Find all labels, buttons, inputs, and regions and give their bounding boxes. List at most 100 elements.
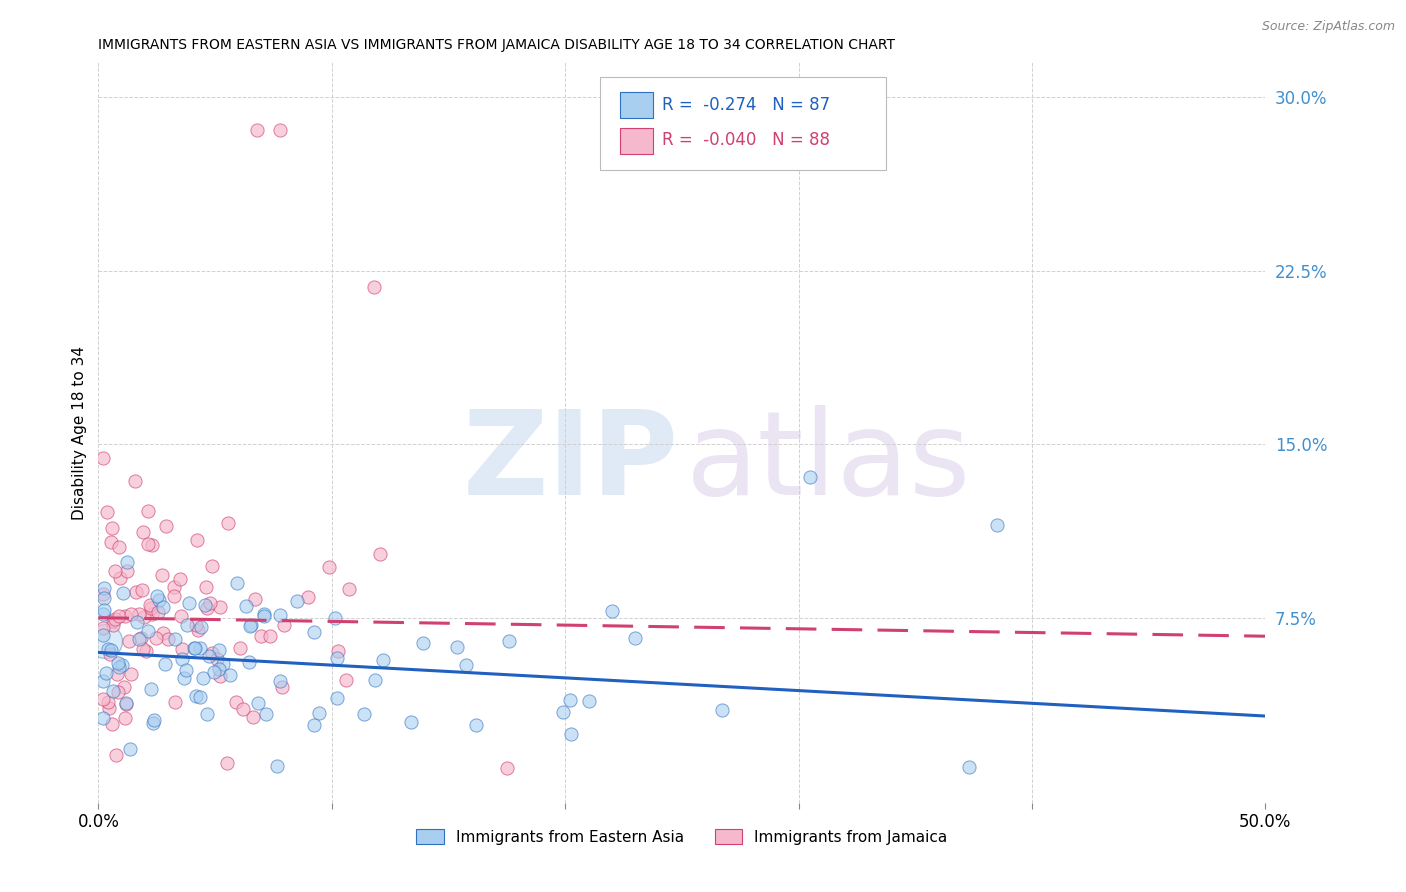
Point <box>195 600 218 615</box>
Point <box>957 760 980 774</box>
Point <box>195 707 218 722</box>
Point <box>326 690 349 705</box>
Point <box>128 607 150 621</box>
Point <box>201 646 224 660</box>
Point <box>107 685 129 699</box>
Point <box>107 656 129 670</box>
Point <box>269 674 291 689</box>
Point <box>91 711 114 725</box>
Point <box>170 609 193 624</box>
Point <box>209 669 232 683</box>
Point <box>91 450 114 465</box>
Point <box>101 521 124 535</box>
Legend: Immigrants from Eastern Asia, Immigrants from Jamaica: Immigrants from Eastern Asia, Immigrants… <box>411 822 953 851</box>
Point <box>96 505 118 519</box>
Text: ZIP: ZIP <box>463 405 679 520</box>
Point <box>238 655 260 669</box>
Point <box>190 620 212 634</box>
Point <box>250 629 273 643</box>
Text: R =  -0.274   N = 87: R = -0.274 N = 87 <box>662 95 830 113</box>
Point <box>91 621 114 635</box>
Point <box>170 642 193 657</box>
Point <box>114 696 136 710</box>
Point <box>208 662 231 676</box>
Point <box>187 623 209 637</box>
Point <box>129 632 152 646</box>
Point <box>169 573 191 587</box>
Point <box>209 600 232 615</box>
Point <box>163 580 186 594</box>
Point <box>124 474 146 488</box>
Point <box>101 684 124 698</box>
FancyBboxPatch shape <box>600 78 886 169</box>
Point <box>711 703 734 717</box>
Point <box>132 610 155 624</box>
Point <box>173 672 195 686</box>
Point <box>132 524 155 539</box>
Point <box>456 657 478 672</box>
Point <box>401 714 423 729</box>
Point <box>105 748 128 763</box>
Point <box>271 680 294 694</box>
Point <box>104 612 127 626</box>
Point <box>108 540 131 554</box>
Point <box>239 617 262 632</box>
Point <box>188 641 211 656</box>
Point <box>191 671 214 685</box>
Point <box>600 604 623 618</box>
Point <box>212 657 235 672</box>
Point <box>239 618 262 632</box>
Point <box>117 633 139 648</box>
Point <box>142 716 165 731</box>
Point <box>176 618 198 632</box>
Point <box>152 626 174 640</box>
Point <box>323 611 346 625</box>
Point <box>139 601 162 615</box>
Point <box>114 608 136 623</box>
Point <box>498 633 520 648</box>
Point <box>93 581 115 595</box>
Point <box>101 717 124 731</box>
Point <box>115 697 138 711</box>
Point <box>170 652 193 666</box>
Point <box>464 718 486 732</box>
Point <box>217 516 239 531</box>
Point <box>120 741 142 756</box>
Point <box>242 710 264 724</box>
Text: Source: ZipAtlas.com: Source: ZipAtlas.com <box>1261 20 1395 33</box>
Point <box>98 648 121 662</box>
Point <box>91 607 114 621</box>
Point <box>326 644 349 658</box>
Point <box>218 667 240 681</box>
Y-axis label: Disability Age 18 to 34: Disability Age 18 to 34 <box>72 345 87 520</box>
Point <box>560 726 582 740</box>
Point <box>368 547 391 561</box>
Point <box>297 590 319 604</box>
Point <box>148 593 170 607</box>
Point <box>254 706 277 721</box>
Point <box>551 705 574 719</box>
Point <box>285 594 308 608</box>
Point <box>97 695 120 709</box>
Point <box>141 681 163 696</box>
Point <box>269 122 291 136</box>
Point <box>104 564 127 578</box>
Point <box>183 641 205 656</box>
Point <box>112 680 135 694</box>
Point <box>146 606 169 620</box>
Point <box>318 560 340 574</box>
Point <box>100 535 122 549</box>
Point <box>128 632 150 646</box>
Point <box>308 706 330 720</box>
Point <box>135 644 157 658</box>
Point <box>150 567 173 582</box>
Point <box>245 592 267 607</box>
Point <box>115 565 138 579</box>
Point <box>201 558 224 573</box>
Point <box>194 599 217 613</box>
Point <box>578 694 600 708</box>
Point <box>335 673 357 687</box>
Point <box>143 713 166 727</box>
Point <box>141 538 163 552</box>
Text: atlas: atlas <box>685 405 970 520</box>
